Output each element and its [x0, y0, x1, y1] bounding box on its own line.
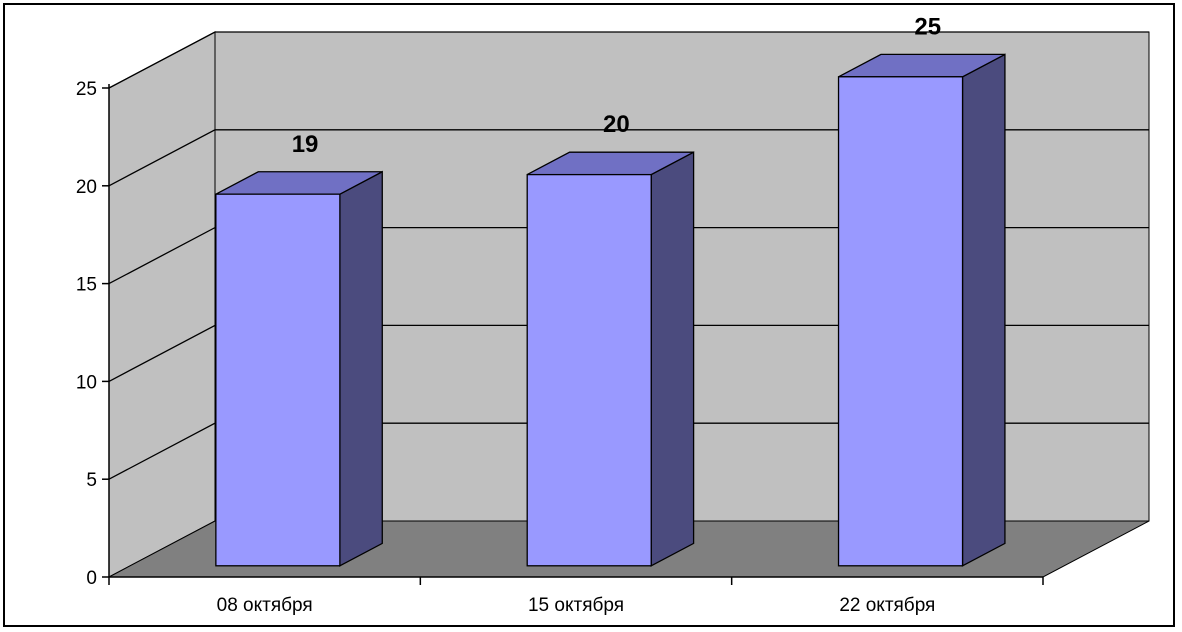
side-wall [108, 31, 216, 578]
bar [526, 173, 652, 567]
category-label: 22 октября [839, 595, 935, 616]
bar-side [339, 170, 383, 567]
data-label: 20 [603, 111, 630, 138]
chart-frame: 0 5 10 15 20 25 08 октября 15 октября 22 октября… [3, 3, 1175, 627]
value-tick-label: 20 [76, 177, 97, 198]
gridline [108, 129, 1149, 187]
category-label: 15 октября [528, 595, 624, 616]
bar [837, 76, 964, 567]
data-label: 19 [292, 131, 319, 158]
value-tick-label: 0 [86, 568, 97, 589]
value-tick-label: 25 [76, 79, 97, 100]
gridline [108, 324, 1149, 382]
value-tick-label: 5 [86, 470, 97, 491]
bar-side [961, 53, 1006, 567]
value-tick-label: 15 [76, 275, 97, 296]
column-chart: 0 5 10 15 20 25 08 октября 15 октября 22 октября… [76, 13, 1150, 616]
category-label: 08 октября [217, 595, 313, 616]
gridline [108, 422, 1149, 480]
data-label: 25 [914, 13, 941, 40]
bar [215, 193, 341, 567]
gridline [108, 226, 1149, 285]
value-tick-label: 10 [76, 372, 97, 393]
bar-side [650, 151, 695, 567]
gridline [108, 31, 1149, 89]
